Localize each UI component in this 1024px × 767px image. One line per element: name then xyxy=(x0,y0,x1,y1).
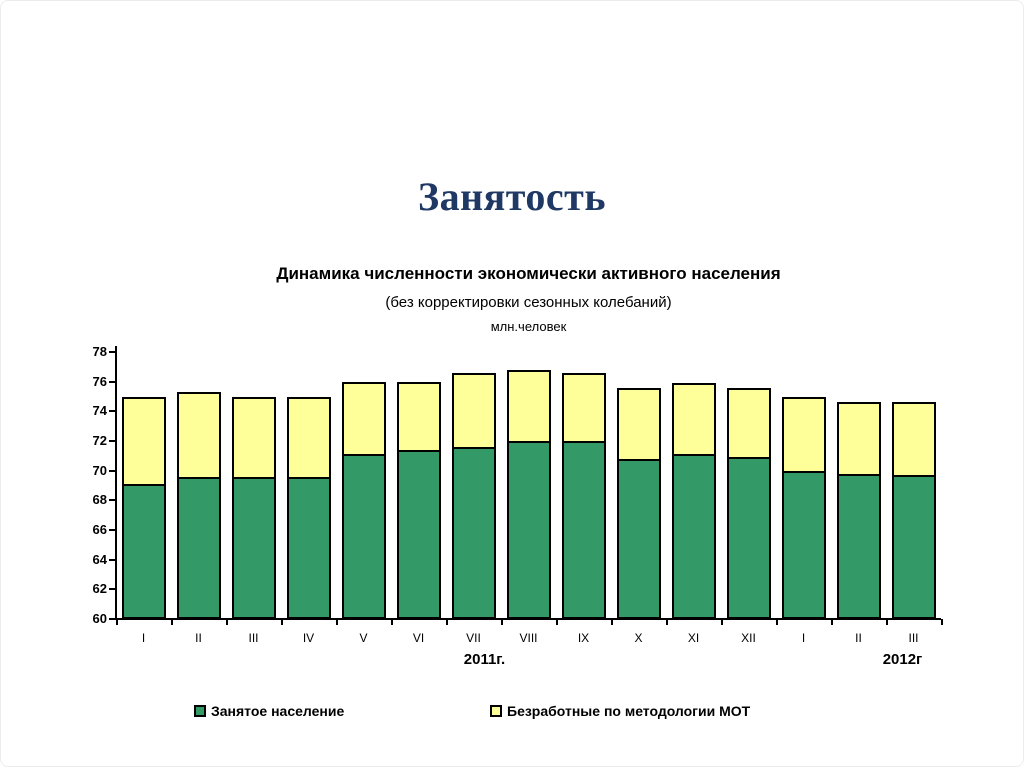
chart-units-label: млн.человек xyxy=(490,319,567,334)
bar-ii-13 xyxy=(836,402,881,619)
x-category-label: VIII xyxy=(519,631,538,645)
x-category-label: I xyxy=(141,631,146,645)
bar-unemployed-segment xyxy=(123,398,164,487)
bar-unemployed-segment xyxy=(893,404,934,478)
bar-unemployed-segment xyxy=(343,383,384,457)
x-axis-tick xyxy=(611,619,613,625)
bar-unemployed-segment xyxy=(563,374,604,443)
y-axis-tick xyxy=(109,380,116,383)
x-axis-tick xyxy=(391,619,393,625)
x-category-label: III xyxy=(248,631,259,645)
x-axis-tick xyxy=(666,619,668,625)
year-label: 2011г. xyxy=(463,651,506,668)
x-axis-tick xyxy=(171,619,173,625)
bar-vi-5 xyxy=(396,381,441,619)
x-axis-tick xyxy=(116,619,118,625)
bar-unemployed-segment xyxy=(233,398,274,479)
bar-unemployed-segment xyxy=(783,398,824,473)
y-tick-label: 72 xyxy=(92,433,107,448)
y-axis-tick xyxy=(109,529,116,531)
y-tick-label: 76 xyxy=(92,373,107,389)
legend-label: Безработные по методологии МОТ xyxy=(507,703,751,719)
legend-item: Безработные по методологии МОТ xyxy=(490,703,750,719)
bar-unemployed-segment xyxy=(508,371,549,443)
x-axis-tick xyxy=(886,619,888,625)
bar-ii-1 xyxy=(176,392,221,619)
bar-unemployed-segment xyxy=(288,398,329,479)
x-category-label: XII xyxy=(741,631,756,645)
bar-unemployed-segment xyxy=(728,389,769,460)
x-axis-tick xyxy=(721,619,723,625)
x-axis-tick xyxy=(556,619,558,625)
bar-iii-14 xyxy=(891,402,936,619)
bar-unemployed-segment xyxy=(673,385,714,457)
x-axis-line xyxy=(109,618,941,620)
bar-unemployed-segment xyxy=(838,404,879,476)
x-axis-tick xyxy=(831,619,833,625)
y-tick-label: 62 xyxy=(92,581,107,597)
y-axis-tick xyxy=(109,499,116,502)
y-axis-tick xyxy=(109,351,116,353)
y-tick-label: 78 xyxy=(92,344,107,359)
bar-i-0 xyxy=(121,396,166,619)
bar-iii-2 xyxy=(231,396,276,619)
bar-viii-7 xyxy=(506,369,551,619)
y-tick-label: 68 xyxy=(92,492,107,508)
legend-item: Занятое население xyxy=(194,703,344,719)
page-title: Занятость xyxy=(418,174,606,219)
y-axis-tick xyxy=(109,469,116,472)
x-category-label: II xyxy=(195,631,202,645)
x-category-label: VI xyxy=(412,631,425,645)
year-label: 2012г xyxy=(882,651,923,668)
x-axis-tick xyxy=(336,619,338,625)
x-axis-tick xyxy=(446,619,448,625)
y-tick-label: 74 xyxy=(92,403,107,419)
y-tick-label: 64 xyxy=(92,551,107,567)
x-category-label: II xyxy=(855,631,862,645)
x-axis-tick xyxy=(941,619,943,625)
bar-i-12 xyxy=(781,396,826,619)
bar-iv-3 xyxy=(286,396,331,619)
x-axis-tick xyxy=(501,619,503,625)
y-axis-tick xyxy=(109,440,116,442)
x-category-label: IV xyxy=(302,631,315,645)
y-tick-label: 60 xyxy=(92,611,107,626)
x-category-label: I xyxy=(801,631,806,645)
x-axis-tick xyxy=(226,619,228,625)
y-tick-label: 66 xyxy=(92,522,107,537)
x-category-label: V xyxy=(359,631,368,645)
bar-unemployed-segment xyxy=(178,394,219,479)
x-axis-tick xyxy=(281,619,283,625)
bar-unemployed-segment xyxy=(618,389,659,461)
bar-unemployed-segment xyxy=(398,383,439,452)
x-category-label: XI xyxy=(687,631,700,645)
x-category-label: VII xyxy=(466,631,481,645)
x-axis-tick xyxy=(776,619,778,625)
x-category-label: IX xyxy=(577,631,590,645)
legend-label: Занятое население xyxy=(211,703,345,719)
y-axis-tick xyxy=(109,558,116,561)
chart-title: Динамика численности экономически активн… xyxy=(276,264,781,283)
x-category-label: X xyxy=(634,631,643,645)
y-axis-tick xyxy=(109,618,116,620)
bar-unemployed-segment xyxy=(453,374,494,449)
bar-v-4 xyxy=(341,381,386,619)
bar-xii-11 xyxy=(726,387,771,619)
x-category-label: III xyxy=(908,631,919,645)
y-axis-line xyxy=(115,346,117,620)
legend-swatch xyxy=(490,705,502,717)
legend-swatch xyxy=(194,705,206,717)
y-axis-tick xyxy=(109,410,116,413)
bar-xi-10 xyxy=(671,383,716,619)
y-axis-tick xyxy=(109,588,116,591)
chart-subtitle: (без корректировки сезонных колебаний) xyxy=(385,294,672,311)
y-tick-label: 70 xyxy=(92,462,107,478)
bar-vii-6 xyxy=(451,372,496,619)
bar-ix-8 xyxy=(561,372,606,619)
bar-x-9 xyxy=(616,387,661,619)
